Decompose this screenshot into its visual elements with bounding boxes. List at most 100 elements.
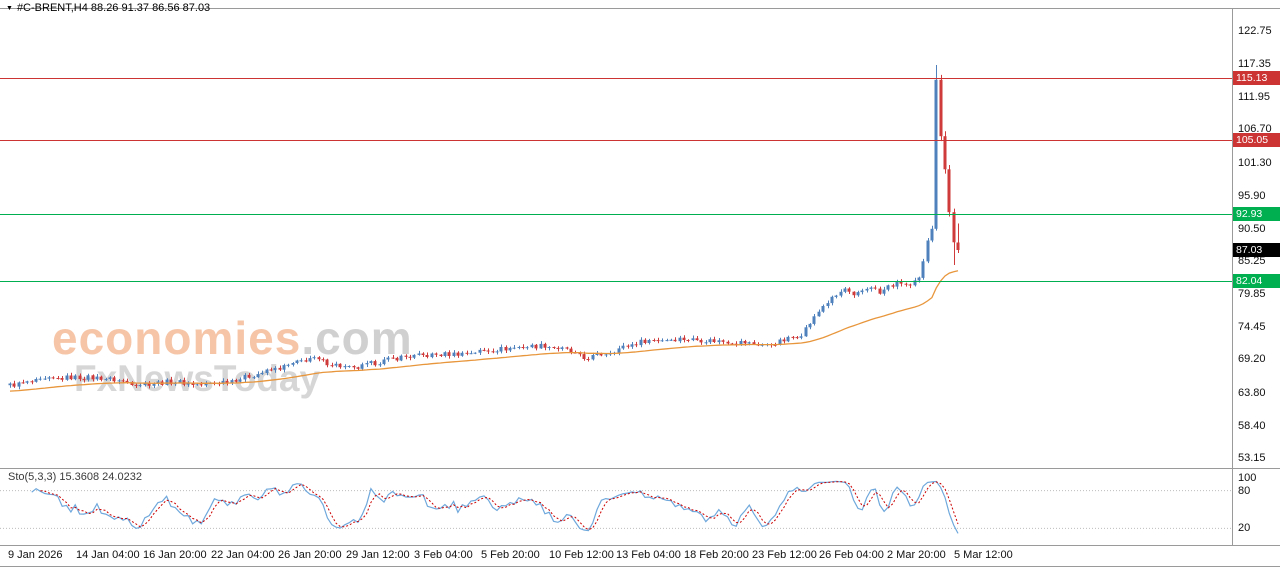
- candle-body: [730, 343, 734, 345]
- candle-body: [347, 366, 351, 367]
- candle-body: [556, 347, 560, 349]
- moving-average-line[interactable]: [9, 270, 959, 392]
- candle-body: [869, 287, 873, 289]
- candle-body: [660, 340, 664, 342]
- candle-body: [408, 356, 412, 358]
- candle-body: [565, 347, 569, 349]
- candle-body: [321, 359, 325, 361]
- candle-body: [626, 345, 630, 347]
- candle-body: [830, 296, 834, 304]
- candle-body: [939, 79, 943, 137]
- candle-body: [86, 375, 90, 380]
- candle-body: [747, 342, 751, 344]
- candle-body: [673, 339, 677, 342]
- candle-body: [286, 364, 290, 366]
- candle-body: [826, 303, 830, 306]
- candle-body: [343, 366, 347, 368]
- candle-body: [686, 340, 690, 341]
- candle-body: [256, 374, 260, 378]
- candle-body: [69, 375, 73, 380]
- stochastic-guides: [0, 490, 1232, 529]
- candle-body: [325, 359, 329, 366]
- candle-body: [852, 291, 856, 296]
- candle-body: [782, 339, 786, 342]
- candle-body: [634, 344, 638, 346]
- candle-body: [73, 375, 77, 380]
- candle-body: [647, 340, 651, 343]
- candle-body: [130, 382, 134, 385]
- candle-body: [491, 351, 495, 353]
- candle-body: [404, 355, 408, 357]
- candle-body: [739, 341, 743, 344]
- candle-body: [952, 212, 956, 243]
- candle-body: [839, 291, 843, 296]
- candle-body: [191, 383, 195, 385]
- candle-body: [365, 363, 369, 365]
- candle-body: [521, 347, 525, 348]
- candle-body: [91, 375, 95, 380]
- candle-body: [65, 375, 69, 380]
- candle-body: [439, 354, 443, 356]
- candle-body: [317, 357, 321, 360]
- candle-body: [543, 343, 547, 348]
- candle-body: [873, 287, 877, 289]
- candle-body: [308, 358, 312, 362]
- candle-body: [412, 354, 416, 358]
- candle-body: [399, 355, 403, 361]
- candle-body: [243, 374, 247, 380]
- candle-body: [717, 340, 721, 343]
- stochastic-k-line: [31, 480, 959, 534]
- candle-body: [382, 359, 386, 365]
- candle-body: [386, 357, 390, 360]
- candle-body: [708, 339, 712, 343]
- candle-body: [421, 353, 425, 355]
- candle-body: [752, 342, 756, 345]
- candle-body: [378, 364, 382, 366]
- candle-body: [886, 285, 890, 290]
- stochastic-d-line: [40, 481, 959, 531]
- candle-body: [104, 379, 108, 381]
- candle-body: [330, 365, 334, 367]
- candle-body: [560, 347, 564, 349]
- candle-body: [51, 377, 55, 379]
- candle-body: [373, 361, 377, 366]
- candle-body: [338, 363, 342, 368]
- stochastic-panel: [31, 480, 959, 534]
- candle-body: [221, 380, 225, 384]
- candle-body: [82, 379, 86, 381]
- candle-body: [539, 343, 543, 349]
- candle-body: [678, 337, 682, 342]
- candle-body: [391, 357, 395, 359]
- candle-body: [704, 342, 708, 344]
- candle-body: [947, 169, 951, 213]
- candle-body: [78, 375, 82, 380]
- candle-body: [8, 383, 12, 386]
- candle-body: [530, 344, 534, 348]
- candle-body: [12, 383, 16, 387]
- candle-body: [582, 354, 586, 359]
- candle-body: [795, 337, 799, 339]
- candle-body: [482, 349, 486, 351]
- candle-body: [252, 377, 256, 379]
- candle-body: [260, 373, 264, 375]
- candle-body: [930, 228, 934, 241]
- candle-body: [743, 341, 747, 344]
- candle-body: [499, 347, 503, 352]
- candle-body: [504, 347, 508, 351]
- candle-body: [799, 336, 803, 338]
- candle-body: [356, 367, 360, 369]
- candle-body: [38, 378, 42, 380]
- candle-body: [178, 380, 182, 383]
- candle-body: [865, 288, 869, 291]
- candle-body: [643, 339, 647, 343]
- candle-body: [791, 336, 795, 338]
- candle-body: [460, 352, 464, 356]
- candle-body: [639, 339, 643, 346]
- candle-body: [152, 383, 156, 386]
- candle-body: [943, 136, 947, 170]
- candle-body: [578, 352, 582, 355]
- candle-body: [225, 380, 229, 383]
- candle-body: [665, 340, 669, 342]
- candle-body: [878, 288, 882, 294]
